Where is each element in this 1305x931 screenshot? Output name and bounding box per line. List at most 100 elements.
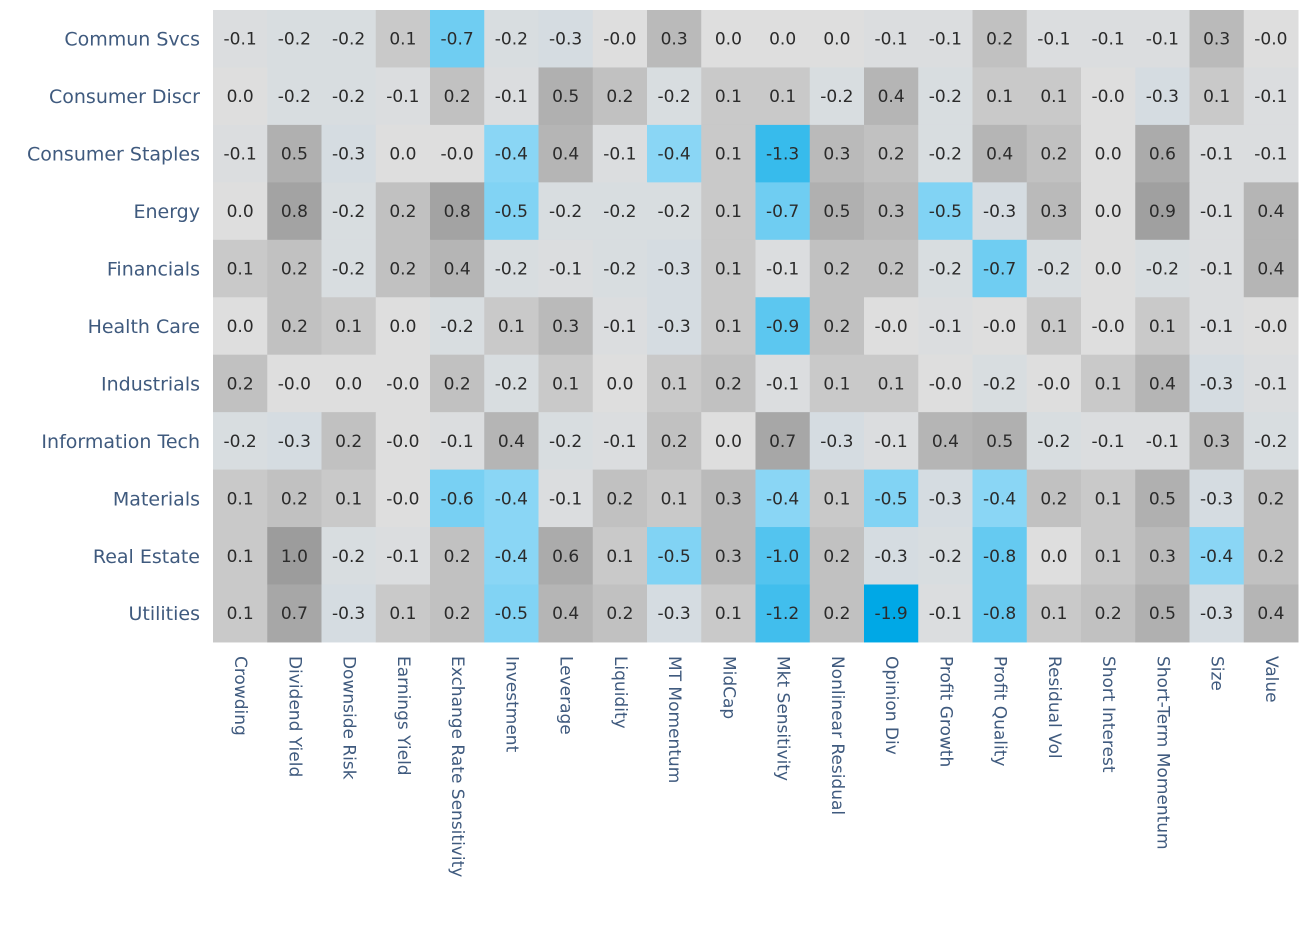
heatmap-cell [1081, 10, 1136, 68]
heatmap-cell [1189, 584, 1245, 643]
heatmap-cell [647, 182, 702, 241]
cell-value-label: -0.7 [441, 30, 474, 50]
cell-value-label: -0.2 [658, 202, 691, 222]
cell-value-label: 0.1 [661, 489, 688, 509]
column-label: Nonlinear Residual [827, 656, 847, 815]
heatmap-cell [484, 67, 539, 126]
cell-value-label: 0.2 [444, 547, 471, 567]
heatmap-cell [1243, 469, 1299, 528]
heatmap-cell [755, 412, 811, 471]
heatmap-cell [1026, 182, 1082, 241]
heatmap-cell [755, 354, 811, 413]
cell-value-label: 0.1 [1095, 489, 1122, 509]
heatmap-cell [321, 527, 377, 585]
heatmap-cell [592, 182, 648, 241]
heatmap-cell [267, 412, 322, 471]
cell-value-label: -0.3 [332, 145, 365, 165]
cell-value-label: 0.1 [1040, 87, 1067, 107]
cell-value-label: 0.2 [606, 87, 633, 107]
cell-value-label: -0.2 [929, 87, 962, 107]
heatmap-cell [1135, 67, 1190, 126]
cell-value-label: 0.1 [227, 489, 254, 509]
column-label: Size [1207, 656, 1227, 691]
heatmap-cell [1189, 354, 1245, 413]
heatmap-cell [538, 469, 594, 528]
cell-value-label: 0.3 [1040, 202, 1067, 222]
heatmap-cell [1026, 10, 1082, 68]
heatmap-cell [430, 469, 485, 528]
cell-value-label: 0.2 [444, 87, 471, 107]
heatmap-cell [538, 584, 594, 643]
column-label: Mkt Sensitivity [773, 656, 793, 781]
heatmap-cell [1135, 354, 1190, 413]
cell-value-label: -0.5 [875, 489, 908, 509]
heatmap-cell [809, 182, 865, 241]
cell-value-label: 0.3 [823, 145, 850, 165]
cell-value-label: 0.2 [444, 374, 471, 394]
cell-value-label: -0.3 [1200, 604, 1233, 624]
heatmap-cell [647, 124, 702, 183]
heatmap-cell [538, 10, 594, 68]
heatmap-cell [918, 124, 973, 183]
column-label: Leverage [556, 656, 576, 735]
cell-value-label: -0.1 [766, 374, 799, 394]
column-label: Downside Risk [339, 656, 359, 780]
heatmap-cell [1135, 527, 1190, 585]
cell-value-label: -0.5 [929, 202, 962, 222]
cell-value-label: 0.4 [932, 432, 959, 452]
heatmap-cell [1135, 182, 1190, 241]
heatmap-cell-labels: -0.1 -0.2 -0.2 0.1 -0.7 -0.2 -0.3 -0.0 0.3 0.0 0.0… [224, 30, 1288, 624]
cell-value-label: -0.3 [332, 604, 365, 624]
heatmap-cell [592, 584, 648, 643]
heatmap-cell [430, 297, 485, 356]
cell-value-label: -0.3 [658, 604, 691, 624]
cell-value-label: -0.2 [1037, 432, 1070, 452]
cell-value-label: 0.0 [715, 30, 742, 50]
cell-value-label: 0.4 [552, 604, 579, 624]
heatmap-cell [755, 182, 811, 241]
heatmap-cell [375, 10, 431, 68]
heatmap-cell [864, 354, 919, 413]
cell-value-label: 0.0 [1095, 145, 1122, 165]
heatmap-cell [430, 354, 485, 413]
heatmap-cell [864, 297, 919, 356]
heatmap-cell [809, 297, 865, 356]
cell-value-label: -1.3 [766, 145, 799, 165]
cell-value-label: 0.0 [389, 317, 416, 337]
heatmap-cell [972, 67, 1028, 126]
heatmap-cell [321, 354, 377, 413]
cell-value-label: 0.1 [335, 489, 362, 509]
cell-value-label: 0.1 [823, 374, 850, 394]
heatmap-cell [267, 182, 322, 241]
cell-value-label: 0.1 [1203, 87, 1230, 107]
heatmap-cell [918, 469, 973, 528]
heatmap-cell [213, 469, 268, 528]
cell-value-label: -0.5 [495, 202, 528, 222]
heatmap-cell [1081, 469, 1136, 528]
heatmap-cell [1189, 412, 1245, 471]
heatmap-cell [1026, 584, 1082, 643]
cell-value-label: -0.6 [441, 489, 474, 509]
cell-value-label: -0.1 [386, 547, 419, 567]
cell-value-label: 0.1 [1149, 317, 1176, 337]
cell-value-label: 0.7 [281, 604, 308, 624]
heatmap-cell [1081, 584, 1136, 643]
cell-value-label: -0.2 [1254, 432, 1287, 452]
cell-value-label: 0.4 [1257, 604, 1284, 624]
cell-value-label: 0.1 [715, 604, 742, 624]
cell-value-label: -0.0 [875, 317, 908, 337]
cell-value-label: -0.3 [929, 489, 962, 509]
cell-value-label: -0.1 [1200, 260, 1233, 280]
heatmap-cell [267, 297, 322, 356]
row-label: Consumer Staples [27, 144, 200, 166]
heatmap-cell [321, 67, 377, 126]
heatmap-cell [701, 584, 756, 643]
heatmap-cell [1189, 239, 1245, 298]
heatmap-cell [701, 124, 756, 183]
row-labels: Commun Svcs Consumer Discr Consumer Staple… [27, 29, 200, 625]
row-label: Utilities [128, 603, 200, 625]
cell-value-label: 0.8 [444, 202, 471, 222]
cell-value-label: -0.2 [929, 547, 962, 567]
cell-value-label: -0.1 [875, 432, 908, 452]
cell-value-label: -0.2 [658, 87, 691, 107]
